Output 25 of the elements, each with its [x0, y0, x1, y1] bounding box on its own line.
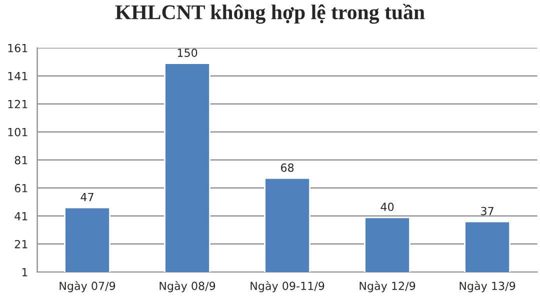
data-label: 37 — [481, 206, 494, 216]
y-tick-label: 81 — [14, 156, 28, 164]
y-tick-label: 141 — [8, 72, 28, 80]
y-tick-label: 101 — [8, 128, 28, 136]
data-label: 47 — [80, 192, 94, 202]
data-label: 40 — [380, 202, 394, 212]
chart-title: KHLCNT không hợp lệ trong tuần — [115, 4, 425, 24]
x-tick-label: Ngày 08/9 — [160, 281, 216, 292]
data-label: 68 — [280, 163, 294, 172]
bar — [64, 206, 110, 272]
y-tick-label: 161 — [8, 44, 28, 52]
x-tick-label: Ngày 13/9 — [460, 281, 516, 292]
x-tick-label: Ngày 07/9 — [60, 281, 116, 292]
data-label: 150 — [178, 48, 198, 57]
y-tick-label: 41 — [14, 212, 28, 220]
bar — [264, 177, 310, 272]
bar — [464, 220, 510, 272]
x-tick-label: Ngày 09-11/9 — [250, 281, 324, 292]
x-tick-label: Ngày 12/9 — [360, 281, 416, 292]
y-tick-label: 61 — [14, 184, 28, 192]
y-tick-label: 21 — [14, 240, 28, 248]
bar — [164, 62, 210, 272]
y-tick-label: 1 — [22, 268, 28, 276]
bar — [364, 216, 410, 272]
y-tick-label: 121 — [8, 100, 28, 108]
